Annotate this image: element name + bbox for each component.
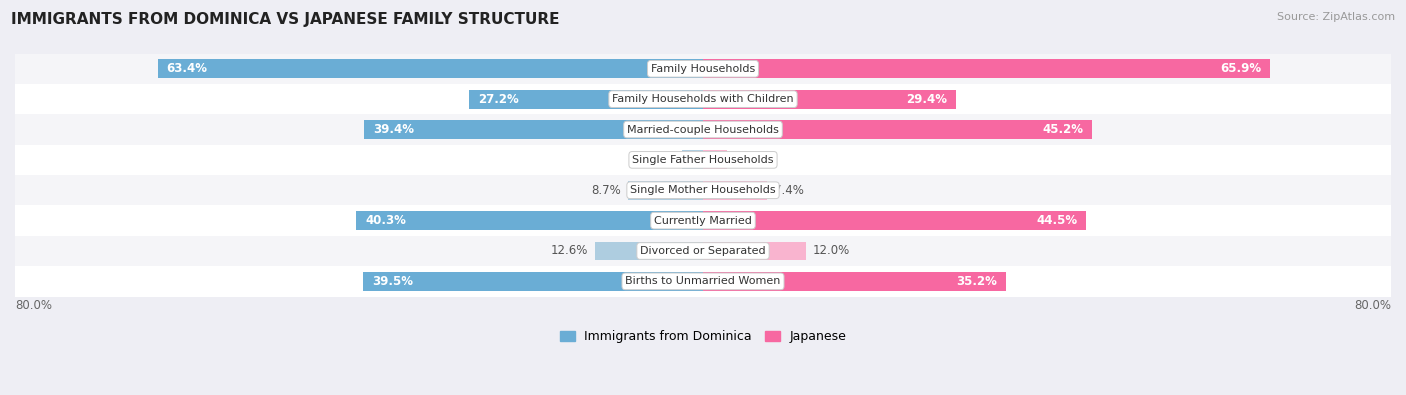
Text: Family Households with Children: Family Households with Children: [612, 94, 794, 104]
Text: 63.4%: 63.4%: [166, 62, 207, 75]
Bar: [703, 211, 1085, 230]
Bar: [703, 90, 956, 109]
Bar: [595, 242, 703, 260]
Text: 27.2%: 27.2%: [478, 93, 519, 105]
Bar: [628, 181, 703, 199]
Bar: [15, 54, 1391, 84]
Bar: [15, 266, 1391, 297]
Text: 2.5%: 2.5%: [645, 153, 675, 166]
Text: Single Mother Households: Single Mother Households: [630, 185, 776, 195]
Text: 44.5%: 44.5%: [1036, 214, 1077, 227]
Text: IMMIGRANTS FROM DOMINICA VS JAPANESE FAMILY STRUCTURE: IMMIGRANTS FROM DOMINICA VS JAPANESE FAM…: [11, 12, 560, 27]
Text: 80.0%: 80.0%: [1354, 299, 1391, 312]
Text: 7.4%: 7.4%: [773, 184, 803, 197]
Text: 8.7%: 8.7%: [592, 184, 621, 197]
Bar: [157, 59, 703, 78]
Bar: [703, 272, 1005, 291]
Text: Currently Married: Currently Married: [654, 216, 752, 226]
Text: Single Father Households: Single Father Households: [633, 155, 773, 165]
Text: 39.4%: 39.4%: [373, 123, 413, 136]
Text: 40.3%: 40.3%: [366, 214, 406, 227]
Bar: [682, 150, 703, 169]
Text: Married-couple Households: Married-couple Households: [627, 124, 779, 135]
Text: 29.4%: 29.4%: [907, 93, 948, 105]
Bar: [15, 114, 1391, 145]
Bar: [703, 242, 806, 260]
Bar: [15, 175, 1391, 205]
Text: 2.8%: 2.8%: [734, 153, 763, 166]
Text: Family Households: Family Households: [651, 64, 755, 74]
Bar: [15, 205, 1391, 236]
Legend: Immigrants from Dominica, Japanese: Immigrants from Dominica, Japanese: [554, 325, 852, 348]
Text: Divorced or Separated: Divorced or Separated: [640, 246, 766, 256]
Bar: [470, 90, 703, 109]
Bar: [356, 211, 703, 230]
Text: Births to Unmarried Women: Births to Unmarried Women: [626, 276, 780, 286]
Text: 12.0%: 12.0%: [813, 245, 851, 258]
Text: 39.5%: 39.5%: [373, 275, 413, 288]
Text: 45.2%: 45.2%: [1042, 123, 1083, 136]
Bar: [364, 120, 703, 139]
Text: 80.0%: 80.0%: [15, 299, 52, 312]
Bar: [15, 84, 1391, 114]
Text: 65.9%: 65.9%: [1220, 62, 1261, 75]
Text: 12.6%: 12.6%: [550, 245, 588, 258]
Bar: [703, 59, 1270, 78]
Bar: [703, 150, 727, 169]
Bar: [703, 120, 1091, 139]
Bar: [15, 236, 1391, 266]
Text: Source: ZipAtlas.com: Source: ZipAtlas.com: [1277, 12, 1395, 22]
Bar: [363, 272, 703, 291]
Text: 35.2%: 35.2%: [956, 275, 997, 288]
Bar: [15, 145, 1391, 175]
Bar: [703, 181, 766, 199]
